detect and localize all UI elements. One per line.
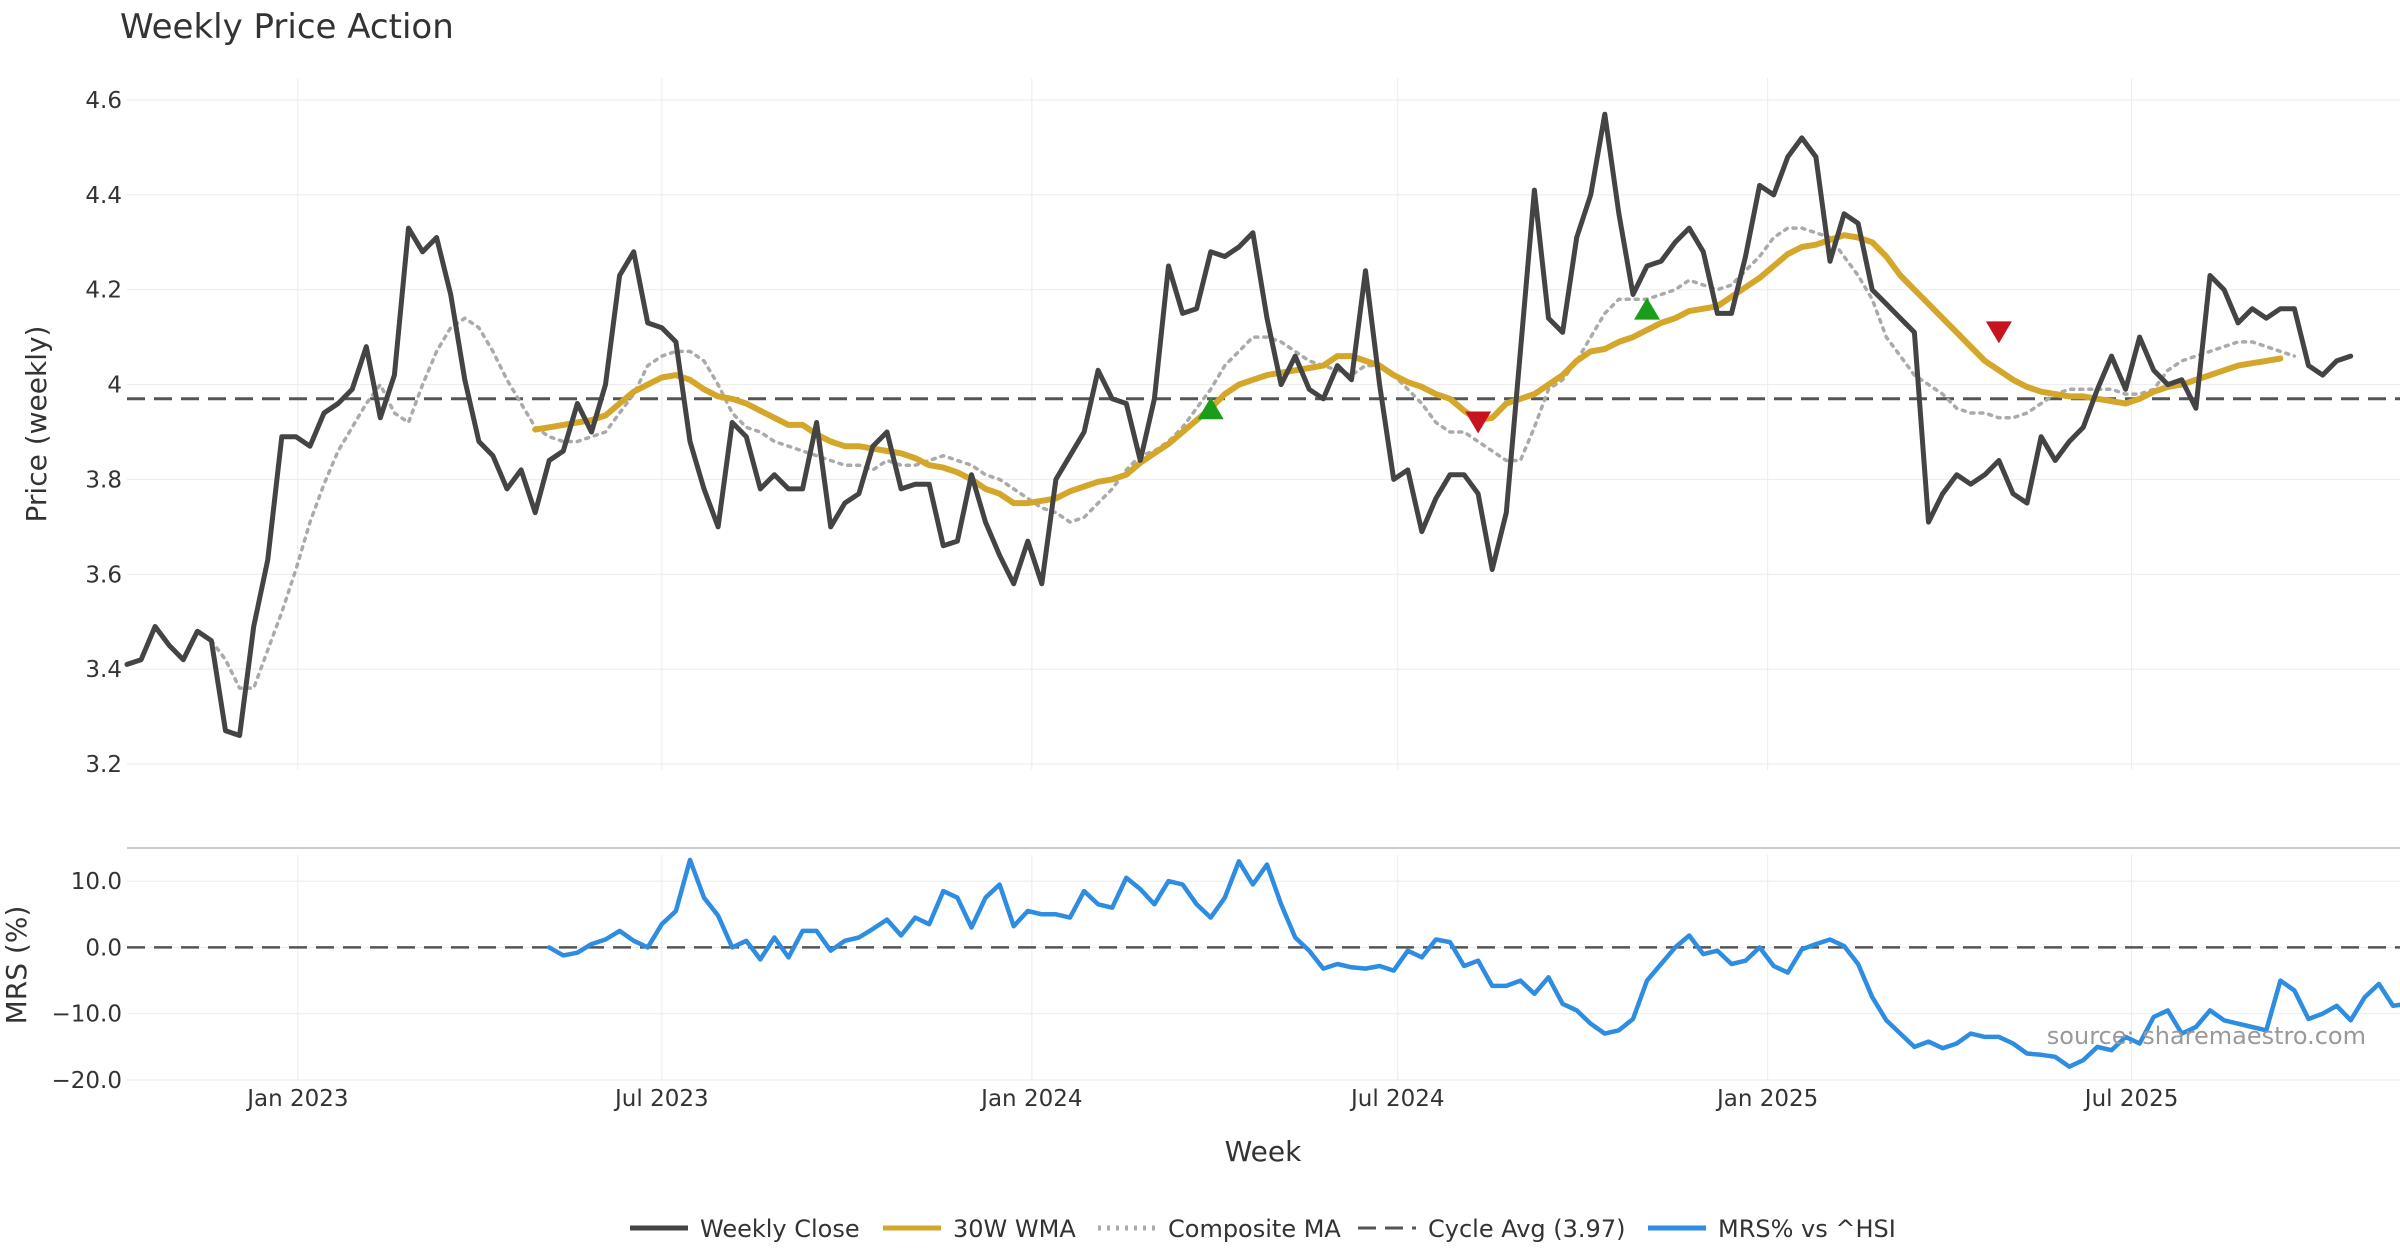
- buy-signal-marker-2: [1634, 297, 1661, 320]
- wma-30w-line: [532, 232, 2284, 507]
- price-y-tick-2: 3.6: [85, 562, 122, 588]
- x-axis-label: Week: [1225, 1135, 1302, 1168]
- x-tick-2: Jan 2024: [979, 1086, 1082, 1112]
- mrs-y-tick-1: −10.0: [52, 1002, 122, 1028]
- buy-signal-marker-0: [1197, 397, 1224, 420]
- source-attribution: source: sharemaestro.com: [2047, 1022, 2366, 1050]
- sell-signal-marker-1: [1465, 411, 1492, 434]
- mrs-y-axis-label: MRS (%): [0, 906, 33, 1025]
- reference-lines: [127, 397, 2400, 949]
- price-y-tick-0: 3.2: [85, 752, 122, 778]
- legend-label-close: Weekly Close: [700, 1215, 860, 1243]
- weekly-close-line: [124, 111, 2354, 738]
- composite-ma-line: [209, 226, 2297, 690]
- legend-label-wma: 30W WMA: [953, 1215, 1076, 1243]
- x-tick-3: Jul 2024: [1349, 1086, 1445, 1112]
- price-y-tick-7: 4.6: [85, 88, 122, 114]
- mrs-y-tick-3: 10.0: [71, 869, 122, 895]
- x-tick-4: Jan 2025: [1715, 1086, 1818, 1112]
- price-y-tick-5: 4.2: [85, 278, 122, 304]
- price-y-axis-label: Price (weekly): [20, 326, 53, 523]
- price-y-tick-3: 3.8: [85, 467, 122, 493]
- legend: Weekly Close 30W WMA Composite MA Cycle Avg…: [630, 1215, 1896, 1243]
- gridlines: [127, 78, 2400, 1081]
- legend-label-mrs: MRS% vs ^HSI: [1718, 1215, 1896, 1243]
- mrs-y-tick-0: −20.0: [52, 1068, 122, 1094]
- mrs-y-tick-2: 0.0: [85, 935, 122, 961]
- signal-markers: [1197, 297, 2012, 434]
- price-y-tick-6: 4.4: [85, 183, 122, 209]
- price-y-tick-4: 4: [107, 373, 122, 399]
- legend-label-cycle: Cycle Avg (3.97): [1428, 1215, 1625, 1243]
- series-lines: [124, 111, 2400, 1069]
- x-tick-0: Jan 2023: [245, 1086, 348, 1112]
- axis-ticks: 3.2 3.4 3.6 3.8 4 4.2 4.4 4.6 Jan 2023 Jul 2023 Ja…: [52, 88, 2179, 1112]
- sell-signal-marker-3: [1985, 321, 2012, 344]
- x-tick-1: Jul 2023: [613, 1086, 709, 1112]
- chart-title: Weekly Price Action: [120, 7, 454, 47]
- x-tick-5: Jul 2025: [2083, 1086, 2179, 1112]
- legend-label-composite: Composite MA: [1168, 1215, 1341, 1243]
- mrs-line: [546, 857, 2400, 1069]
- price-y-tick-1: 3.4: [85, 657, 122, 683]
